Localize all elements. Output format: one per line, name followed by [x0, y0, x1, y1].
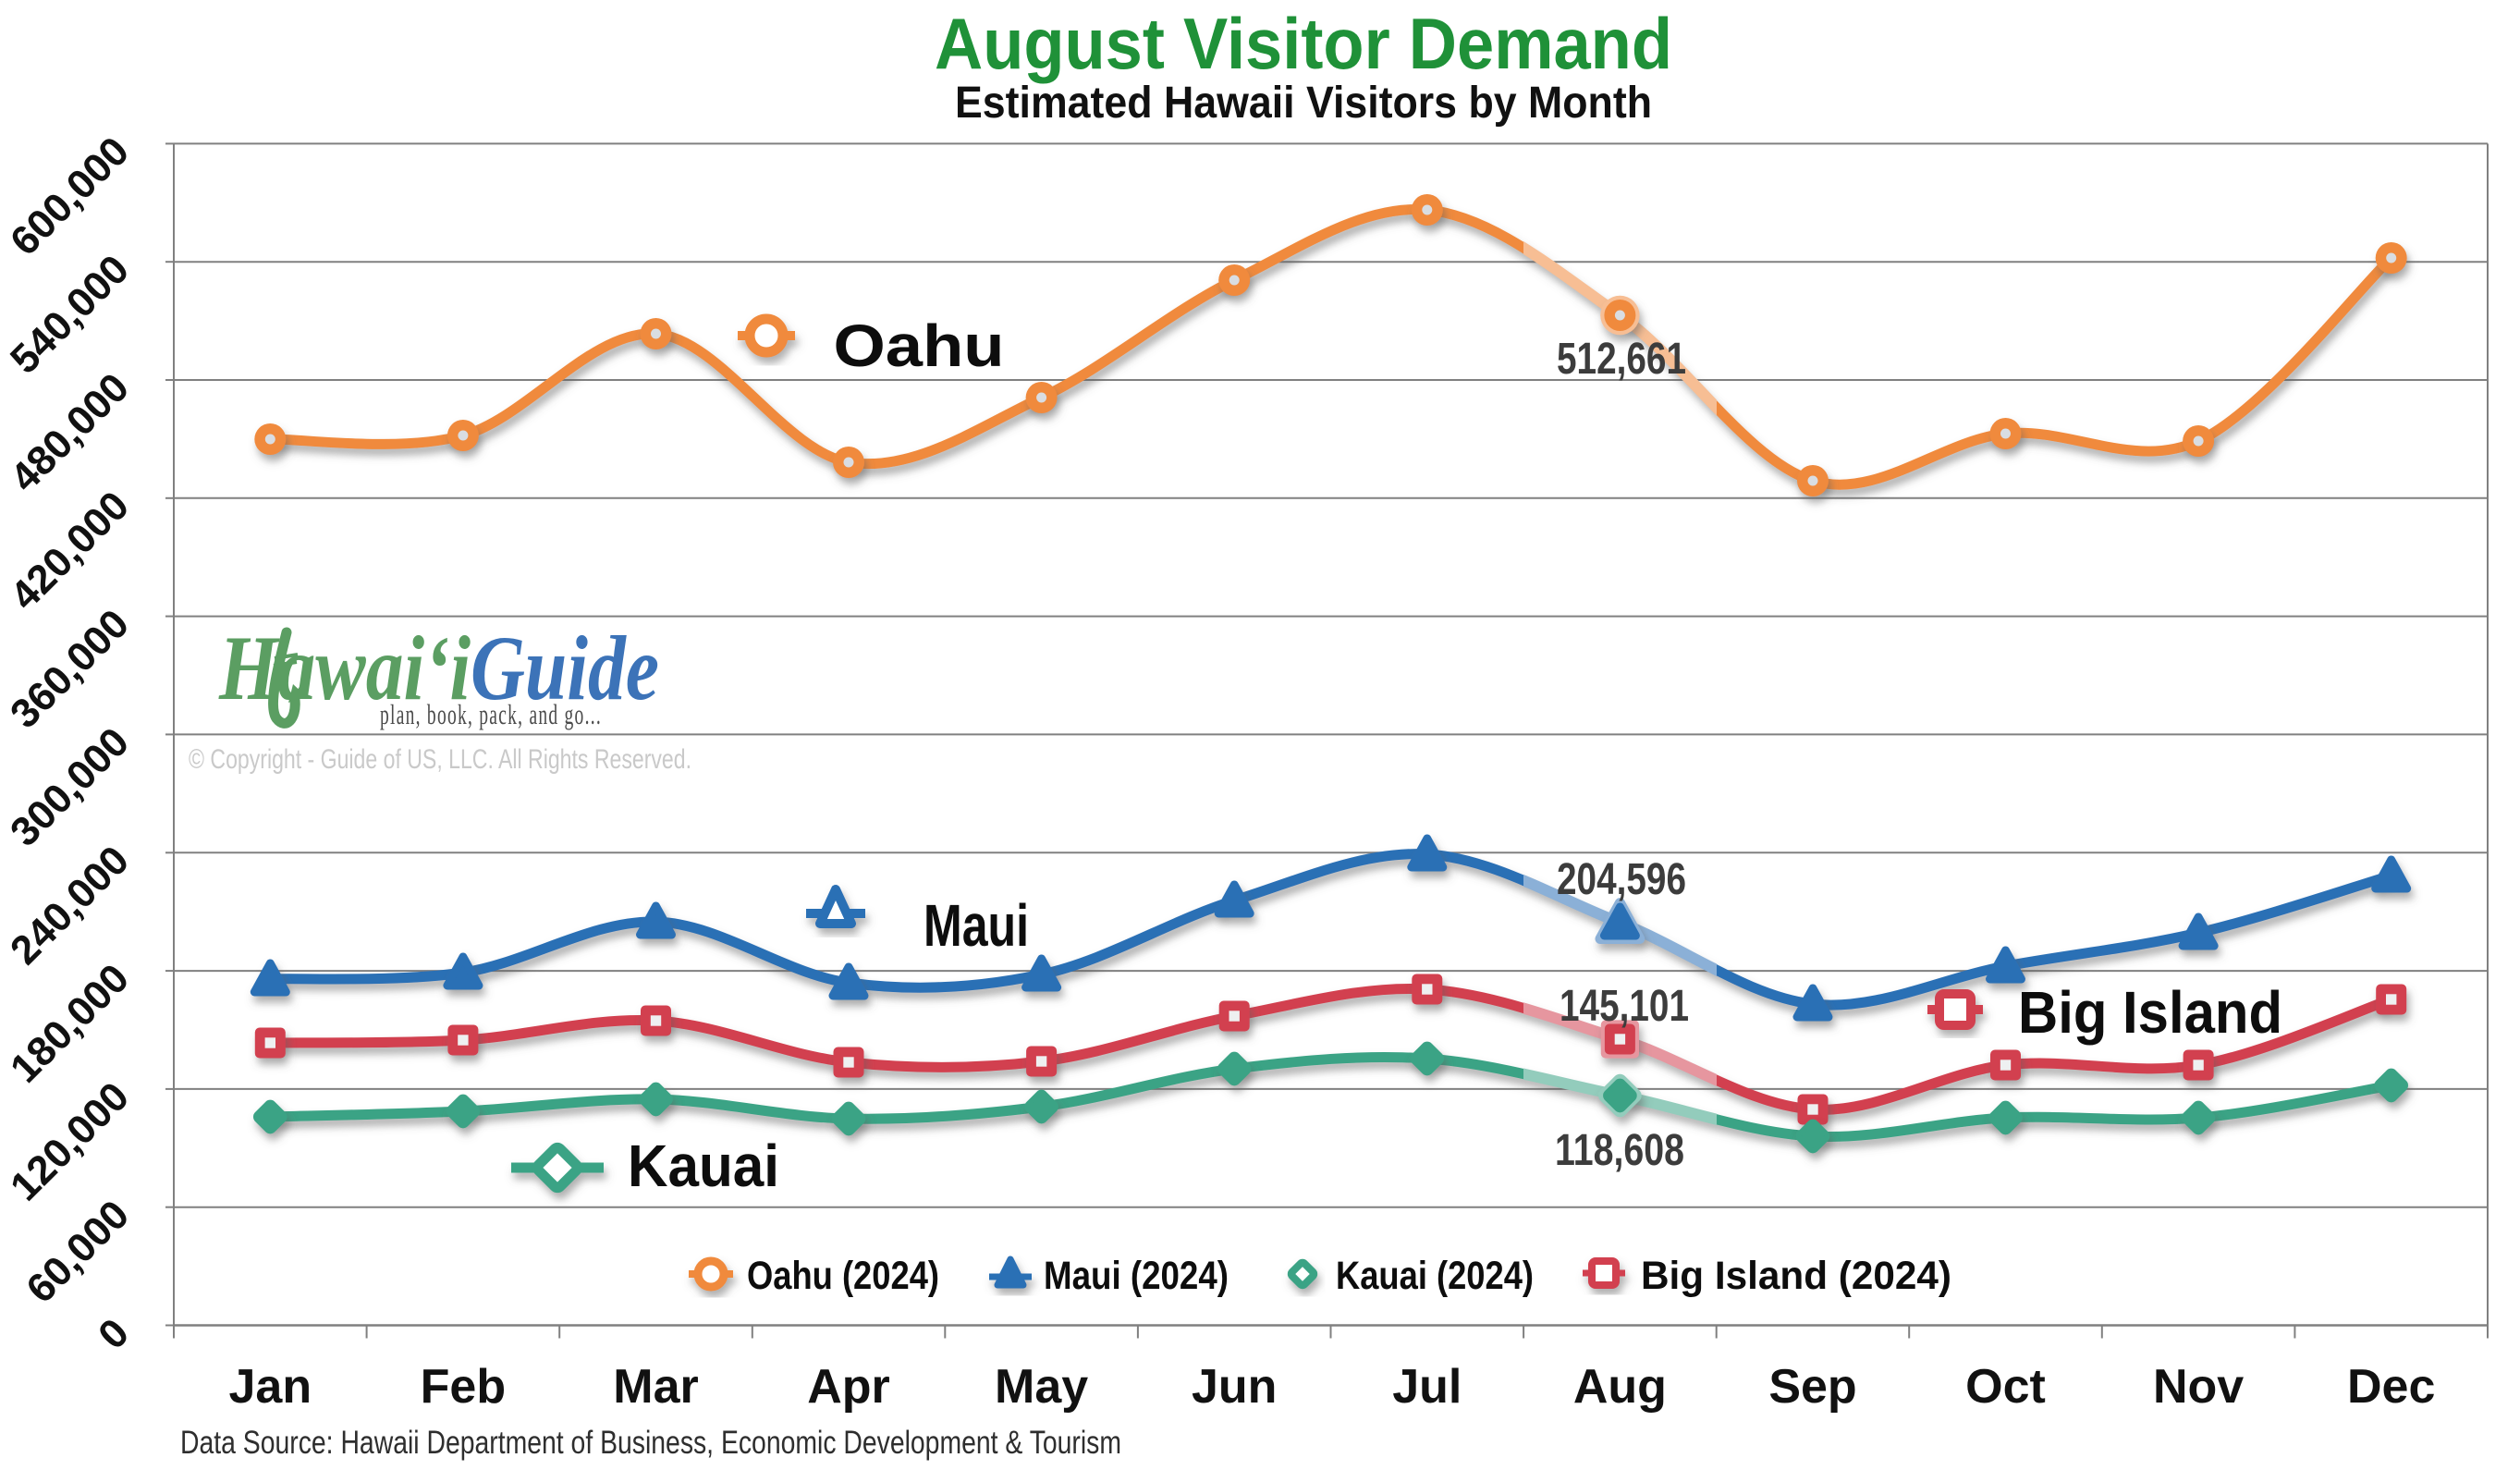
svg-text:Apr: Apr [807, 1360, 890, 1414]
svg-text:Aug: Aug [1573, 1360, 1667, 1414]
svg-text:Kauai: Kauai [628, 1133, 779, 1199]
svg-text:204,596: 204,596 [1557, 855, 1686, 904]
svg-text:Jul: Jul [1392, 1360, 1462, 1414]
svg-text:Maui (2024): Maui (2024) [1044, 1254, 1229, 1298]
svg-text:Big Island (2024): Big Island (2024) [1641, 1254, 1951, 1298]
svg-text:August Visitor Demand: August Visitor Demand [935, 3, 1672, 84]
svg-text:Data Source: Hawaii Department: Data Source: Hawaii Department of Busine… [180, 1425, 1121, 1461]
svg-text:May: May [995, 1360, 1088, 1414]
svg-text:Feb: Feb [421, 1360, 506, 1414]
svg-text:118,608: 118,608 [1555, 1126, 1684, 1175]
svg-text:Jan: Jan [228, 1360, 312, 1414]
svg-text:Dec: Dec [2347, 1360, 2435, 1414]
svg-text:© Copyright - Guide of US, LLC: © Copyright - Guide of US, LLC. All Righ… [189, 744, 691, 775]
svg-text:Oct: Oct [1965, 1360, 2046, 1414]
svg-text:Estimated Hawaii Visitors by M: Estimated Hawaii Visitors by Month [955, 79, 1652, 128]
svg-text:Sep: Sep [1768, 1360, 1856, 1414]
svg-text:Nov: Nov [2153, 1360, 2244, 1414]
svg-text:Kauai (2024): Kauai (2024) [1336, 1254, 1534, 1298]
svg-text:Maui: Maui [924, 892, 1029, 959]
svg-text:Oahu (2024): Oahu (2024) [747, 1254, 939, 1298]
svg-text:512,661: 512,661 [1557, 335, 1686, 384]
svg-text:Oahu: Oahu [834, 312, 1005, 379]
svg-text:Jun: Jun [1192, 1360, 1277, 1414]
svg-text:145,101: 145,101 [1560, 982, 1689, 1031]
svg-text:plan, book, pack, and go...: plan, book, pack, and go... [380, 698, 602, 730]
svg-text:Big Island: Big Island [2018, 979, 2282, 1046]
svg-text:Mar: Mar [613, 1360, 698, 1414]
